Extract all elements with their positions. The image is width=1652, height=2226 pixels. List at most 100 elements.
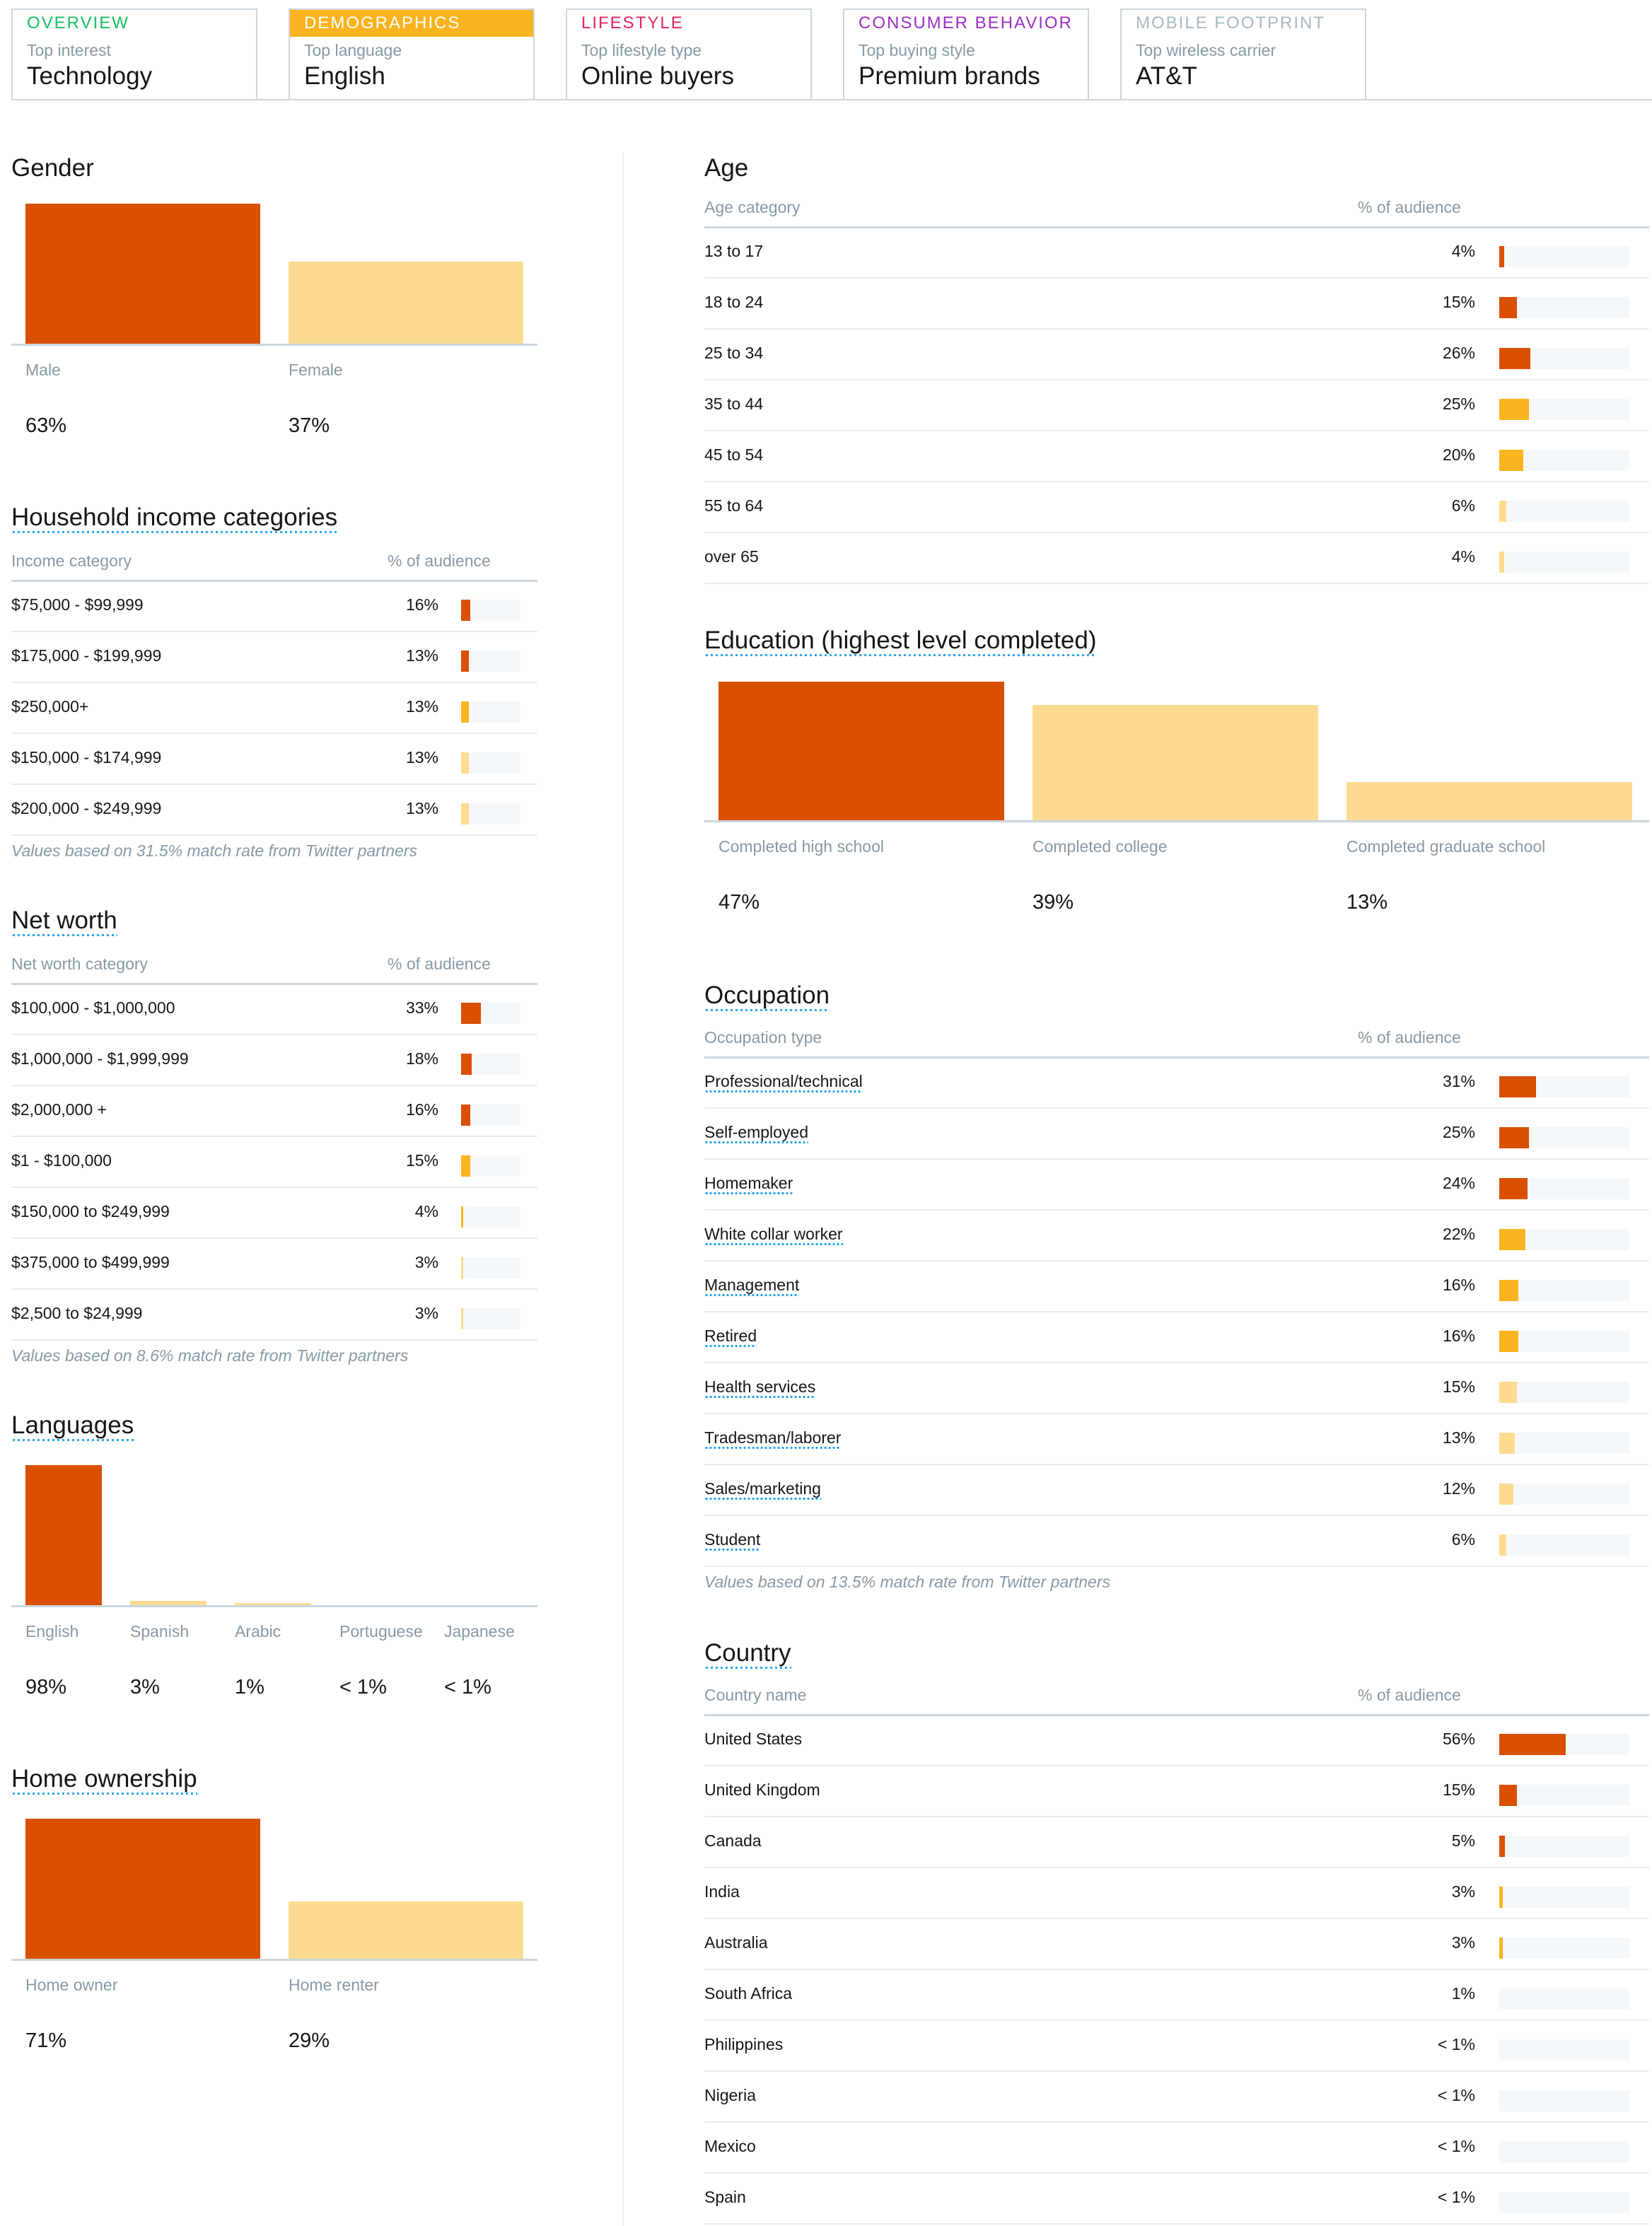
networth-row-bar-track bbox=[461, 1155, 520, 1177]
country-row: South Africa 1% bbox=[704, 1970, 1649, 2021]
age-row-label: 45 to 54 bbox=[704, 445, 764, 464]
occupation-row-label[interactable]: Student bbox=[704, 1530, 761, 1551]
home-ownership-title[interactable]: Home ownership bbox=[11, 1765, 197, 1795]
occupation-row-label[interactable]: Professional/technical bbox=[704, 1072, 863, 1093]
home-bar bbox=[289, 1901, 523, 1959]
education-chart-axis bbox=[704, 820, 1649, 822]
country-row: United Kingdom 15% bbox=[704, 1766, 1649, 1817]
country-title[interactable]: Country bbox=[704, 1639, 791, 1670]
age-row-label: 25 to 34 bbox=[704, 344, 764, 362]
networth-row-label: $100,000 - $1,000,000 bbox=[11, 998, 175, 1017]
languages-bar-label: Arabic bbox=[235, 1622, 281, 1641]
languages-title[interactable]: Languages bbox=[11, 1411, 134, 1442]
education-bar bbox=[1032, 705, 1318, 820]
education-title[interactable]: Education (highest level completed) bbox=[704, 627, 1097, 657]
home-chart-axis bbox=[11, 1959, 537, 1961]
networth-row-bar bbox=[461, 1003, 481, 1024]
gender-title: Gender bbox=[11, 154, 94, 182]
age-row: 45 to 54 20% bbox=[704, 431, 1649, 482]
age-row-percent: 20% bbox=[1442, 445, 1475, 464]
occupation-row: Retired 16% bbox=[704, 1312, 1649, 1363]
occupation-row-bar bbox=[1499, 1076, 1536, 1097]
occupation-row-bar bbox=[1499, 1331, 1518, 1352]
country-header-line bbox=[704, 1714, 1649, 1716]
income-note: Values based on 31.5% match rate from Tw… bbox=[11, 841, 417, 860]
networth-row-label: $1 - $100,000 bbox=[11, 1151, 112, 1170]
occupation-row-bar-track bbox=[1499, 1331, 1629, 1352]
occupation-row-bar bbox=[1499, 1280, 1518, 1301]
occupation-row-bar bbox=[1499, 1534, 1506, 1556]
education-bar-label: Completed graduate school bbox=[1346, 837, 1546, 856]
networth-row-bar bbox=[461, 1308, 463, 1329]
occupation-row-bar-track bbox=[1499, 1484, 1629, 1505]
networth-row-percent: 4% bbox=[414, 1202, 438, 1220]
country-row: Philippines < 1% bbox=[704, 2021, 1649, 2072]
networth-row-percent: 3% bbox=[414, 1253, 438, 1271]
country-row: India 3% bbox=[704, 1868, 1649, 1919]
country-row-label: Spain bbox=[704, 2188, 746, 2206]
income-row-percent: 13% bbox=[405, 646, 438, 665]
occupation-row-label[interactable]: Self-employed bbox=[704, 1123, 809, 1144]
education-bar bbox=[1346, 781, 1632, 820]
occupation-row-bar-track bbox=[1499, 1534, 1629, 1556]
occupation-header-line bbox=[704, 1056, 1649, 1059]
tab-demographics[interactable]: DEMOGRAPHICS Top language English bbox=[289, 8, 535, 99]
occupation-row-bar bbox=[1499, 1382, 1517, 1403]
country-row-label: India bbox=[704, 1882, 740, 1901]
country-row-bar-track bbox=[1499, 1734, 1629, 1755]
occupation-row-bar bbox=[1499, 1484, 1513, 1505]
income-row-bar-track bbox=[461, 600, 520, 621]
age-row-percent: 15% bbox=[1442, 293, 1475, 311]
languages-bar-value: < 1% bbox=[339, 1676, 387, 1698]
tab-title: LIFESTYLE bbox=[581, 13, 684, 33]
income-title[interactable]: Household income categories bbox=[11, 503, 338, 534]
networth-row-bar-track bbox=[461, 1257, 520, 1278]
networth-col-percent: % of audience bbox=[388, 955, 491, 973]
income-row-bar bbox=[461, 600, 470, 621]
networth-row-bar-track bbox=[461, 1054, 520, 1075]
tab-title: MOBILE FOOTPRINT bbox=[1136, 13, 1326, 33]
networth-row-label: $375,000 to $499,999 bbox=[11, 1253, 170, 1271]
occupation-row-bar bbox=[1499, 1127, 1529, 1148]
tab-subtitle: Top wireless carrier bbox=[1136, 41, 1276, 59]
home-bar-value: 71% bbox=[25, 2029, 67, 2052]
languages-bar bbox=[130, 1600, 206, 1605]
occupation-row-label[interactable]: Homemaker bbox=[704, 1174, 793, 1195]
age-row-label: 18 to 24 bbox=[704, 293, 764, 311]
country-row: Mexico < 1% bbox=[704, 2123, 1649, 2174]
networth-row-percent: 33% bbox=[405, 998, 438, 1017]
age-title: Age bbox=[704, 154, 749, 182]
age-row-label: 13 to 17 bbox=[704, 242, 764, 260]
occupation-row-label[interactable]: Management bbox=[704, 1276, 800, 1297]
networth-title[interactable]: Net worth bbox=[11, 907, 117, 937]
networth-row-label: $2,000,000 + bbox=[11, 1100, 107, 1119]
occupation-row-label[interactable]: Retired bbox=[704, 1327, 757, 1348]
occupation-row-label[interactable]: Health services bbox=[704, 1377, 816, 1399]
income-row: $75,000 - $99,999 16% bbox=[11, 581, 537, 632]
occupation-row: Health services 15% bbox=[704, 1363, 1649, 1414]
education-bar-value: 39% bbox=[1032, 891, 1074, 914]
home-bar-label: Home renter bbox=[289, 1976, 379, 1994]
networth-row-bar-track bbox=[461, 1003, 520, 1024]
age-row-bar-track bbox=[1499, 552, 1629, 573]
country-row-bar bbox=[1499, 1836, 1505, 1857]
occupation-title[interactable]: Occupation bbox=[704, 981, 830, 1012]
tab-lifestyle[interactable]: LIFESTYLE Top lifestyle type Online buye… bbox=[566, 8, 812, 99]
tab-consumer-behavior[interactable]: CONSUMER BEHAVIOR Top buying style Premi… bbox=[843, 8, 1089, 99]
tab-value: English bbox=[304, 62, 385, 90]
country-row-percent: 3% bbox=[1451, 1933, 1475, 1952]
occupation-row-bar bbox=[1499, 1229, 1525, 1250]
country-row-label: South Africa bbox=[704, 1984, 793, 2003]
occupation-row: Professional/technical 31% bbox=[704, 1058, 1649, 1109]
tab-title: CONSUMER BEHAVIOR bbox=[859, 13, 1073, 33]
tab-overview[interactable]: OVERVIEW Top interest Technology bbox=[11, 8, 257, 99]
income-row-percent: 16% bbox=[405, 595, 438, 614]
age-col-category: Age category bbox=[704, 198, 801, 216]
occupation-row-label[interactable]: Tradesman/laborer bbox=[704, 1428, 842, 1450]
occupation-row-label[interactable]: Sales/marketing bbox=[704, 1479, 821, 1500]
country-row-label: United Kingdom bbox=[704, 1781, 820, 1799]
tab-value: Online buyers bbox=[581, 62, 734, 90]
tab-mobile-footprint[interactable]: MOBILE FOOTPRINT Top wireless carrier AT… bbox=[1120, 8, 1366, 99]
occupation-row-label[interactable]: White collar worker bbox=[704, 1225, 843, 1246]
income-row: $200,000 - $249,999 13% bbox=[11, 785, 537, 836]
